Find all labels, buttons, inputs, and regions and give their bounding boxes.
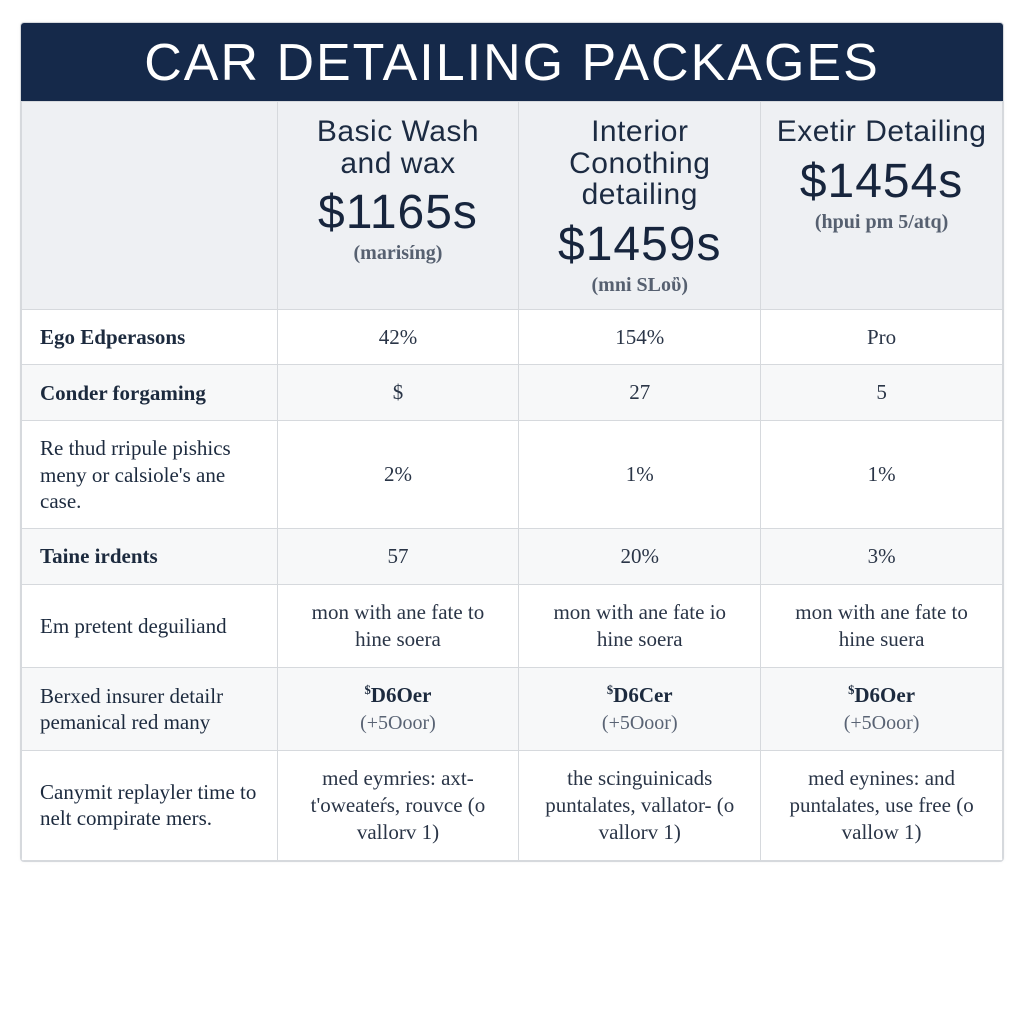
header-row: Basic Wash and wax $1165s (marisíng) Int… xyxy=(22,102,1003,310)
cell: 57 xyxy=(277,529,519,585)
package-name: Interior Conothing detailing xyxy=(529,116,750,211)
packages-table: CAR DETAILING PACKAGES Basic Wash and wa… xyxy=(20,22,1004,862)
package-sub: (marisíng) xyxy=(288,242,509,265)
cell: 1% xyxy=(761,421,1003,529)
table-row: Taine irdents5720%3% xyxy=(22,529,1003,585)
row-label: Canymit replayler time to nelt compirate… xyxy=(22,751,278,861)
cell-sub: (+5Ooor) xyxy=(775,711,988,737)
table-row: Canymit replayler time to nelt compirate… xyxy=(22,751,1003,861)
cell: the scinguinicads puntalates, vallator- … xyxy=(519,751,761,861)
package-price: $1165s xyxy=(288,185,509,240)
table-row: Re thud rripule pishics meny or calsiole… xyxy=(22,421,1003,529)
cell: mon with ane fate to hine suera xyxy=(761,584,1003,667)
page-title: CAR DETAILING PACKAGES xyxy=(21,23,1003,101)
cell: $D6Oer (+5Ooor) xyxy=(761,667,1003,750)
table-row: Ego Edperasons42%154%Pro xyxy=(22,309,1003,365)
cell: 3% xyxy=(761,529,1003,585)
cell: $D6Cer (+5Ooor) xyxy=(519,667,761,750)
cell: med eynines: and puntalates, use free (o… xyxy=(761,751,1003,861)
cell: mon with ane fate to hine soera xyxy=(277,584,519,667)
cell: 20% xyxy=(519,529,761,585)
table-row: Em pretent deguiliandmon with ane fate t… xyxy=(22,584,1003,667)
row-label: Berxed insurer detailr pemanical red man… xyxy=(22,667,278,750)
package-name: Exetir Detailing xyxy=(771,116,992,148)
row-label: Re thud rripule pishics meny or calsiole… xyxy=(22,421,278,529)
cell: med eymries: axt-t'oweateŕs, rouvce (o v… xyxy=(277,751,519,861)
row-label: Taine irdents xyxy=(22,529,278,585)
package-sub: (hpui pm 5/atq) xyxy=(771,211,992,234)
cell: mon with ane fate io hine soera xyxy=(519,584,761,667)
package-name: Basic Wash and wax xyxy=(288,116,509,179)
cell-sub: (+5Ooor) xyxy=(292,711,505,737)
table-row: Berxed insurer detailr pemanical red man… xyxy=(22,667,1003,750)
cell: 154% xyxy=(519,309,761,365)
cell: 42% xyxy=(277,309,519,365)
cell-main: $D6Oer xyxy=(364,683,431,707)
package-header-0: Basic Wash and wax $1165s (marisíng) xyxy=(277,102,519,310)
package-header-1: Interior Conothing detailing $1459s (mni… xyxy=(519,102,761,310)
table-row: Conder forgaming$275 xyxy=(22,365,1003,421)
package-price: $1454s xyxy=(771,154,992,209)
cell: 5 xyxy=(761,365,1003,421)
package-header-2: Exetir Detailing $1454s (hpui pm 5/atq) xyxy=(761,102,1003,310)
cell-main: $D6Cer xyxy=(607,683,673,707)
package-sub: (mni SLoὒ) xyxy=(529,274,750,297)
cell: $D6Oer (+5Ooor) xyxy=(277,667,519,750)
cell-sub: (+5Ooor) xyxy=(533,711,746,737)
row-label: Em pretent deguiliand xyxy=(22,584,278,667)
blank-header xyxy=(22,102,278,310)
row-label: Ego Edperasons xyxy=(22,309,278,365)
cell-main: $D6Oer xyxy=(848,683,915,707)
cell: 27 xyxy=(519,365,761,421)
comparison-table: Basic Wash and wax $1165s (marisíng) Int… xyxy=(21,101,1003,861)
cell: 2% xyxy=(277,421,519,529)
cell: Pro xyxy=(761,309,1003,365)
row-label: Conder forgaming xyxy=(22,365,278,421)
cell: 1% xyxy=(519,421,761,529)
table-body: Ego Edperasons42%154%ProConder forgaming… xyxy=(22,309,1003,860)
package-price: $1459s xyxy=(529,217,750,272)
cell: $ xyxy=(277,365,519,421)
